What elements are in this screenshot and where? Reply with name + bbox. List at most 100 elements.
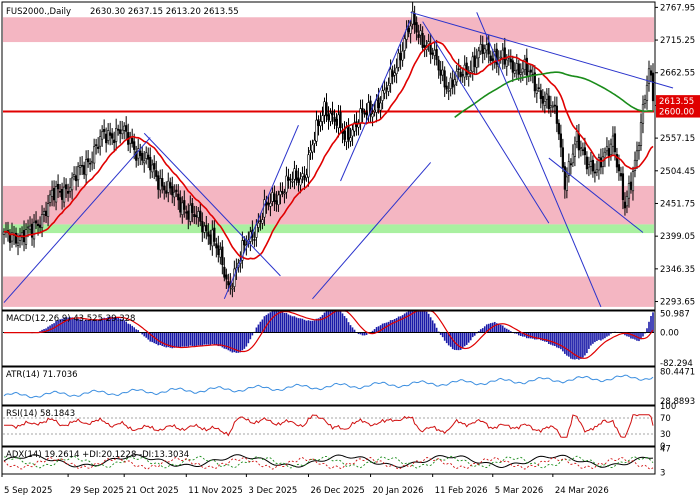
candle-body bbox=[83, 165, 86, 175]
atr-tick-label: 80.4471 bbox=[660, 367, 695, 377]
candle-body bbox=[505, 59, 508, 67]
price-tick-label: 2293.65 bbox=[660, 298, 695, 308]
candle-body bbox=[261, 219, 264, 224]
candle-body bbox=[625, 195, 629, 207]
rsi-line bbox=[4, 414, 654, 438]
candle-body bbox=[171, 186, 174, 196]
candle-body bbox=[401, 50, 404, 61]
candle-body bbox=[477, 50, 480, 59]
candle-body bbox=[173, 191, 176, 198]
level-price-tag bbox=[656, 105, 700, 118]
candle-body bbox=[351, 129, 354, 137]
candle-body bbox=[537, 87, 540, 89]
candle-body bbox=[487, 42, 490, 55]
candle-body bbox=[307, 154, 310, 178]
candle-body bbox=[26, 226, 30, 229]
candle-body bbox=[465, 62, 468, 75]
candle-body bbox=[32, 221, 36, 240]
candle-body bbox=[283, 192, 286, 195]
candle-body bbox=[241, 240, 244, 261]
candle-body bbox=[69, 187, 72, 192]
candle-body bbox=[42, 211, 46, 215]
candle-body bbox=[471, 56, 474, 73]
support-resistance-zone bbox=[3, 224, 654, 234]
candle-body bbox=[633, 159, 637, 171]
candle-body bbox=[643, 99, 647, 104]
moving-average-fast bbox=[3, 40, 654, 260]
candle-body bbox=[277, 194, 280, 206]
candle-body bbox=[335, 118, 338, 126]
candle-body bbox=[185, 211, 188, 214]
candle-body bbox=[75, 175, 78, 182]
candle-body bbox=[337, 114, 340, 129]
trendline bbox=[410, 11, 674, 89]
candle-body bbox=[619, 173, 623, 177]
date-tick-label: 20 Jan 2026 bbox=[373, 486, 424, 496]
date-tick-label: 24 Mar 2026 bbox=[555, 486, 609, 496]
candle-body bbox=[289, 178, 292, 181]
candle-body bbox=[195, 215, 198, 218]
candle-body bbox=[525, 57, 528, 76]
candle-body bbox=[105, 133, 108, 144]
price-tick-label: 2662.55 bbox=[660, 69, 695, 79]
candle-body bbox=[149, 156, 152, 171]
candle-body bbox=[153, 163, 156, 170]
candle-body bbox=[331, 111, 334, 116]
candle-body bbox=[645, 84, 649, 101]
candle-body bbox=[479, 43, 482, 52]
support-resistance-zone bbox=[3, 185, 654, 225]
candle-body bbox=[389, 68, 392, 84]
candle-body bbox=[67, 190, 70, 194]
candle-body bbox=[155, 170, 158, 177]
candle-body bbox=[513, 70, 516, 74]
candle-body bbox=[183, 200, 186, 210]
candle-body bbox=[467, 73, 470, 77]
rsi-label: RSI(14) 58.1843 bbox=[6, 409, 75, 419]
adx-line bbox=[3, 454, 654, 469]
adx-tick-label: 3 bbox=[660, 468, 665, 478]
candle-body bbox=[71, 177, 74, 191]
candle-body bbox=[315, 119, 318, 142]
candle-body bbox=[263, 199, 266, 218]
candle-body bbox=[339, 112, 342, 129]
candle-body bbox=[519, 72, 522, 75]
candle-body bbox=[109, 132, 112, 136]
candle-body bbox=[361, 108, 364, 113]
candle-body bbox=[111, 133, 114, 139]
candle-body bbox=[303, 175, 306, 181]
candle-body bbox=[329, 113, 332, 122]
candle-body bbox=[555, 105, 558, 124]
candle-body bbox=[543, 101, 546, 106]
candle-body bbox=[321, 115, 324, 122]
candle-body bbox=[327, 114, 330, 121]
candle-body bbox=[193, 213, 196, 217]
candle-body bbox=[30, 223, 34, 238]
candle-body bbox=[317, 119, 320, 126]
candle-body bbox=[175, 189, 178, 192]
candle-body bbox=[227, 281, 230, 286]
candle-body bbox=[38, 224, 42, 228]
trendline bbox=[3, 137, 151, 303]
candle-body bbox=[559, 133, 562, 148]
candle-body bbox=[85, 159, 88, 176]
candle-body bbox=[469, 69, 472, 73]
candle-body bbox=[187, 210, 190, 220]
candle-body bbox=[271, 192, 274, 202]
candle-body bbox=[577, 133, 580, 151]
candle-body bbox=[489, 55, 492, 62]
rsi-tick-label: 30 bbox=[660, 430, 671, 440]
candle-body bbox=[435, 49, 438, 60]
macd-tick-label: 50.987 bbox=[660, 310, 690, 320]
candle-body bbox=[637, 145, 641, 152]
candle-body bbox=[541, 95, 544, 104]
candle-body bbox=[575, 131, 578, 142]
candle-body bbox=[213, 227, 216, 242]
candle-body bbox=[257, 222, 260, 228]
candle-body bbox=[215, 243, 218, 249]
candle-body bbox=[56, 183, 60, 190]
candle-body bbox=[383, 89, 386, 94]
candle-body bbox=[273, 193, 276, 202]
macd-histogram bbox=[27, 311, 654, 360]
candle-body bbox=[635, 150, 639, 162]
candle-body bbox=[567, 161, 570, 176]
